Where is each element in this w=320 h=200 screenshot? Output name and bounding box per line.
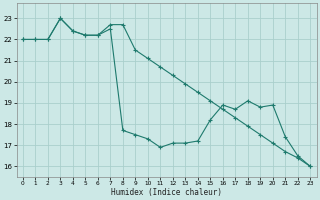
X-axis label: Humidex (Indice chaleur): Humidex (Indice chaleur) xyxy=(111,188,222,197)
